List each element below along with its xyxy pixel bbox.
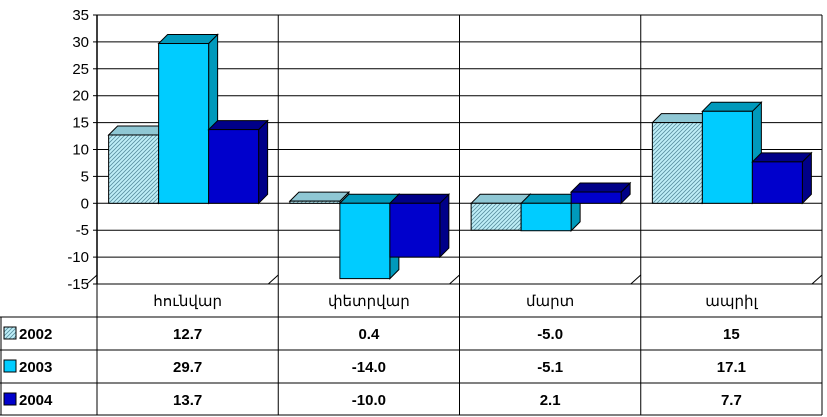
y-tick-label: 25 [72,61,89,78]
bar-top [338,193,401,204]
bar-2004-2 [569,181,632,205]
bar-front [389,202,441,258]
data-label: 12.7 [173,326,202,343]
x-floor-tick [449,274,460,285]
bar-front [651,122,703,204]
bar-top [469,193,532,204]
bar-top [569,182,632,193]
bar-top [751,152,813,163]
y-tick-label: 35 [72,7,89,24]
bar-front [520,202,572,232]
data-table: հունվար փետրվար մարտ ապրիլ 2002 12.7 0.4 -5.0 15… [0,283,823,416]
data-label: 29.7 [173,359,202,376]
bar-front [108,134,160,204]
category-label: ապրիլ [705,293,758,310]
data-label: -10.0 [352,392,386,409]
y-tick-label: 20 [72,88,89,105]
y-axis: 35 30 25 20 15 10 5 0 -5 -10 -15 [67,7,97,293]
data-label: 15 [723,326,740,343]
legend-key-2003 [3,359,17,373]
x-floor-tick [86,274,98,285]
data-label: 2.1 [540,392,561,409]
bar-front [339,202,391,280]
data-label: -5.0 [537,326,563,343]
bar-2002-1 [288,190,351,205]
y-tick-label: -5 [76,222,89,239]
bar-top [207,120,269,131]
axes [86,15,823,285]
data-label: 17.1 [717,359,746,376]
legend-key-2002 [3,326,17,340]
bar-2004-1 [388,193,451,259]
bar-front [208,129,260,204]
data-label: -14.0 [352,359,386,376]
y-tick-label: 0 [81,195,89,212]
bar-top [157,34,219,45]
bar-top [288,191,351,202]
bar-side [439,193,450,259]
bar-top [388,193,451,204]
category-label: հունվար [153,293,222,310]
y-tick-label: -10 [67,249,89,266]
bar-2004-0 [207,119,269,205]
data-label: -5.1 [537,359,563,376]
x-floor-tick [811,274,823,285]
bar-2004-3 [751,151,813,205]
data-label: 13.7 [173,392,202,409]
category-label: մարտ [526,293,574,310]
bars [107,33,813,280]
y-tick-label: 5 [81,168,89,185]
bar-front [289,200,341,204]
legend-key-2004 [3,392,17,406]
bar-front [701,110,753,204]
y-tick-label: 15 [72,115,89,132]
x-floor-tick [630,274,642,285]
data-label: 0.4 [358,326,380,343]
bar-front [570,191,622,204]
bar-front [751,161,803,204]
legend-label-2002: 2002 [19,326,52,343]
category-label: փետրվար [328,293,410,310]
bar-side [258,119,269,205]
bar-front [470,202,522,231]
y-tick-label: -15 [67,276,89,293]
bar-top [701,101,763,112]
x-floor-tick [267,274,279,285]
legend-label-2003: 2003 [19,359,52,376]
y-tick-label: 30 [72,34,89,51]
y-tick-label: 10 [72,142,89,159]
bar-front [158,43,210,204]
data-label: 7.7 [721,392,742,409]
legend-label-2004: 2004 [19,392,53,409]
